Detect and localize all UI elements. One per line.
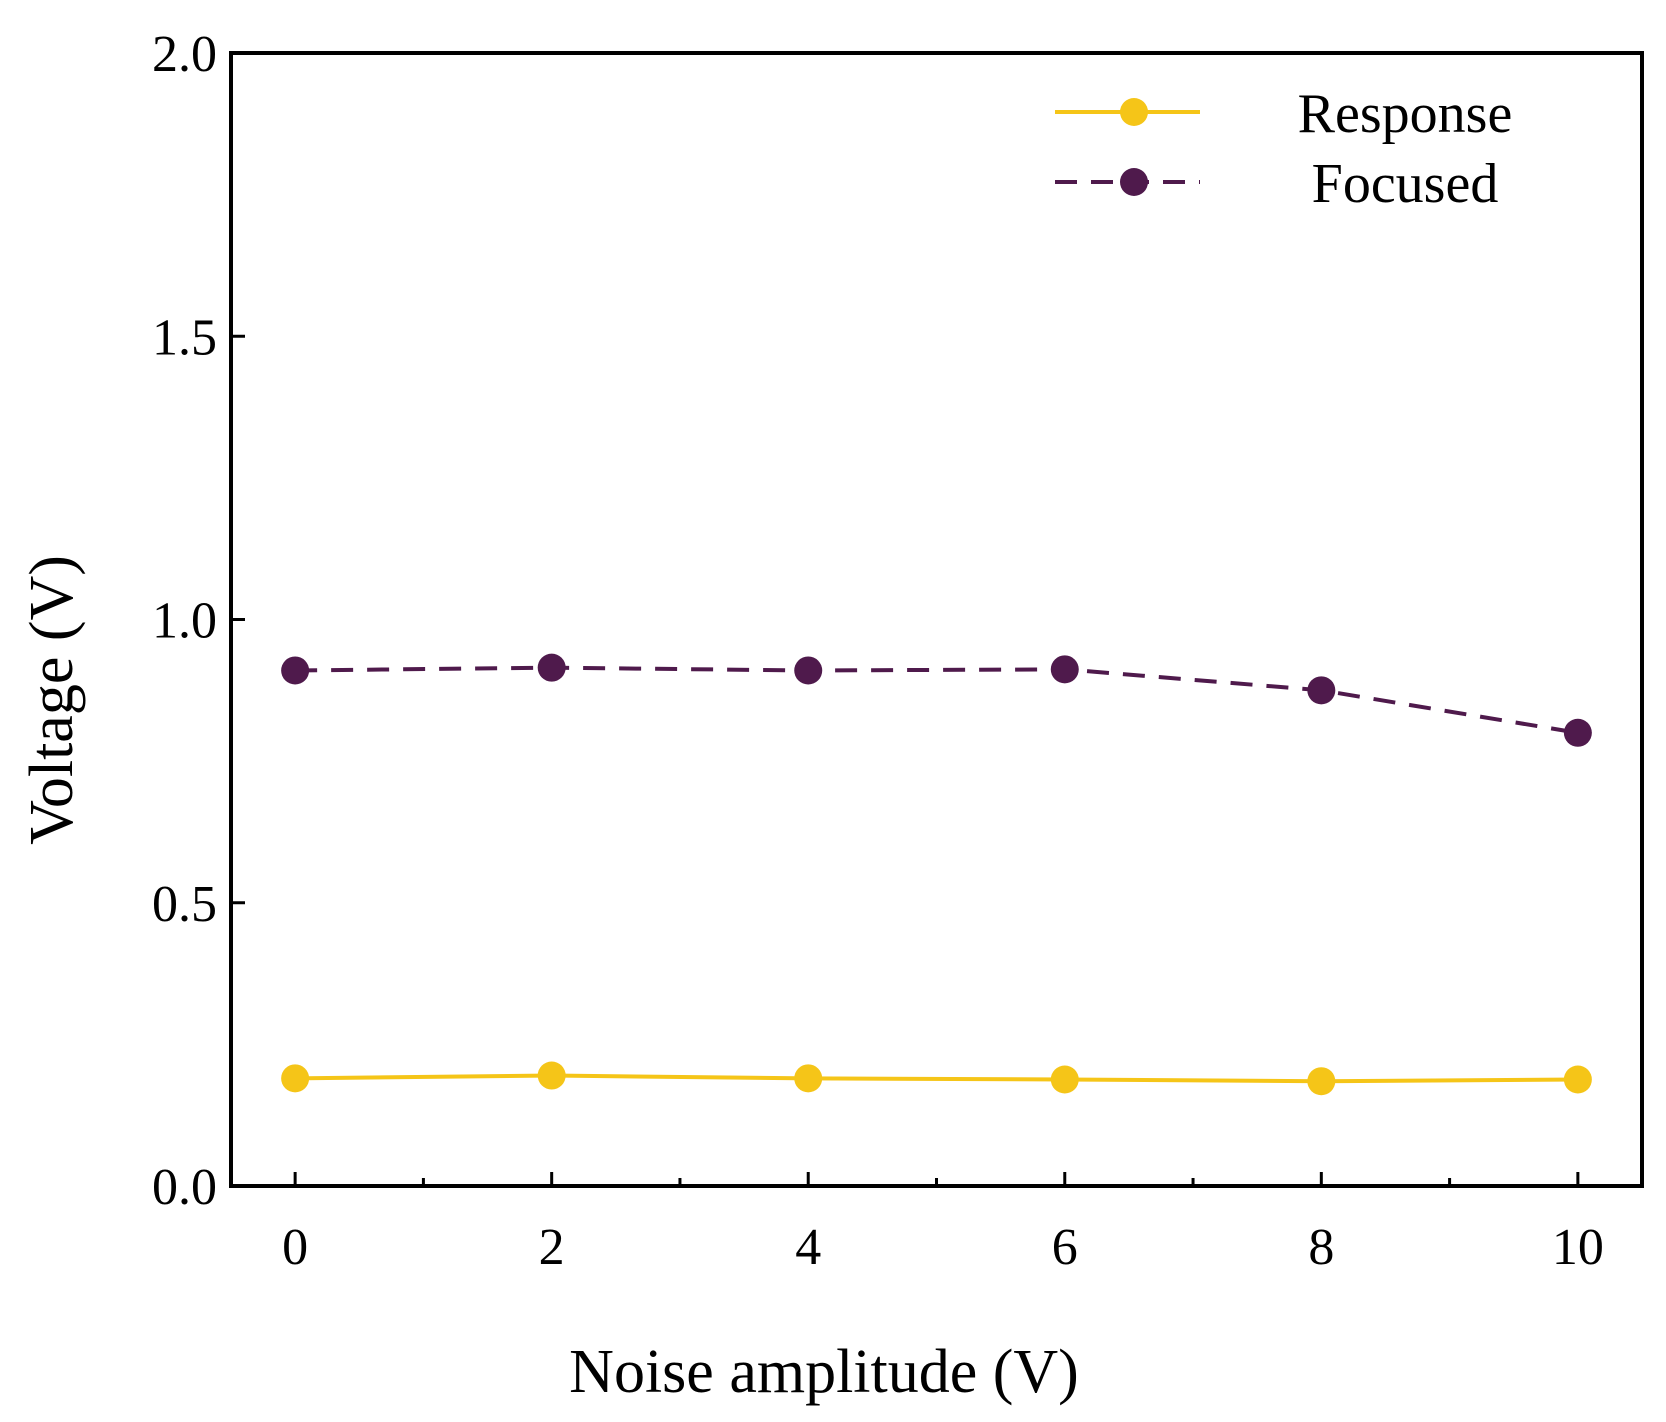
legend: Response Focused (1055, 83, 1512, 215)
data-point-response (1307, 1067, 1336, 1096)
y-tick-label: 1.0 (152, 593, 217, 650)
y-tick-label: 0.5 (152, 876, 217, 933)
data-point-focused (1050, 655, 1079, 684)
legend-marker-focused (1120, 168, 1148, 196)
plot-frame (229, 51, 1644, 1188)
data-point-focused (537, 653, 566, 682)
y-tick-label: 2.0 (152, 26, 217, 83)
data-point-response (537, 1061, 566, 1090)
data-point-response (1050, 1065, 1079, 1094)
x-tick-label: 2 (539, 1219, 565, 1276)
x-tick-label: 4 (795, 1219, 821, 1276)
data-point-focused (281, 656, 310, 685)
series-layer (281, 653, 1592, 1096)
x-tick-label: 10 (1552, 1219, 1604, 1276)
y-axis-title: Voltage (V) (18, 555, 86, 845)
data-point-response (1563, 1065, 1592, 1094)
data-point-focused (1563, 718, 1592, 747)
x-axis-title: Noise amplitude (V) (569, 1338, 1079, 1406)
data-point-response (281, 1064, 310, 1093)
legend-label-response: Response (1298, 83, 1513, 145)
legend-label-focused: Focused (1312, 153, 1499, 215)
series-line-response (295, 1073, 1578, 1084)
legend-marker-response (1120, 98, 1148, 126)
y-tick-label: 1.5 (152, 309, 217, 366)
x-tick-label: 8 (1308, 1219, 1334, 1276)
data-point-focused (794, 656, 823, 685)
data-point-response (794, 1064, 823, 1093)
ticks-layer: 0.0 0.5 1.0 1.5 2.0 0 2 4 6 8 10 (152, 26, 1604, 1276)
y-tick-label: 0.0 (152, 1159, 217, 1216)
data-point-focused (1307, 676, 1336, 705)
x-tick-label: 0 (282, 1219, 308, 1276)
x-tick-label: 6 (1052, 1219, 1078, 1276)
series-line-focused (295, 665, 1579, 735)
